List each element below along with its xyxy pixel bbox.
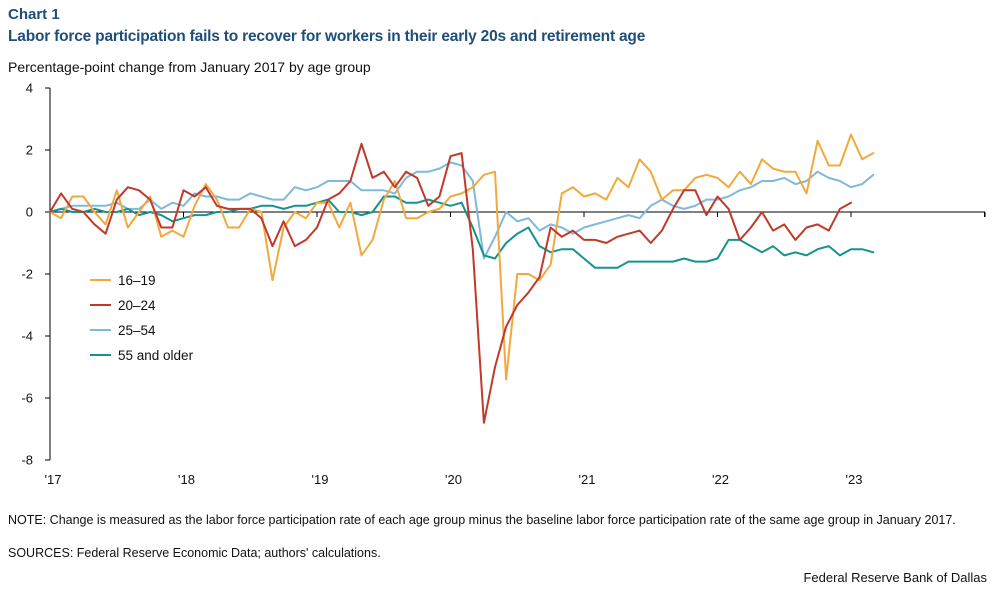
chart-subtitle: Percentage-point change from January 201… <box>8 59 371 75</box>
x-tick-label: '19 <box>312 472 329 487</box>
y-axis: 4 2 0 -2 -4 -6 -8 <box>21 81 51 468</box>
chart-number-label: Chart 1 <box>8 6 60 23</box>
publisher-credit: Federal Reserve Bank of Dallas <box>803 570 987 585</box>
series-layer <box>49 133 875 424</box>
legend-label: 20–24 <box>118 298 156 313</box>
x-tick-label: '23 <box>846 472 863 487</box>
chart-sources: SOURCES: Federal Reserve Economic Data; … <box>8 546 381 560</box>
series-line-16-19 <box>49 133 875 381</box>
y-tick-label: -6 <box>21 391 33 406</box>
legend-label: 16–19 <box>118 273 156 288</box>
y-tick-label: -4 <box>21 329 33 344</box>
x-tick-label: '21 <box>579 472 596 487</box>
chart-note: NOTE: Change is measured as the labor fo… <box>8 513 956 527</box>
x-tick-label: '22 <box>712 472 729 487</box>
x-tick-label: '18 <box>178 472 195 487</box>
x-axis: '17 '18 '19 '20 '21 '22 '23 <box>45 211 986 487</box>
y-tick-label: 4 <box>26 81 33 96</box>
legend: 16–19 20–24 25–54 55 and older <box>90 273 194 363</box>
y-tick-label: 2 <box>26 143 33 158</box>
series-line-20-24 <box>49 142 852 424</box>
y-tick-label: 0 <box>26 205 33 220</box>
chart-title: Labor force participation fails to recov… <box>8 28 646 45</box>
legend-label: 25–54 <box>118 323 156 338</box>
series-line-55-and-older <box>49 195 875 269</box>
series-line-25-54 <box>49 161 875 260</box>
y-tick-label: -2 <box>21 267 33 282</box>
x-tick-label: '17 <box>45 472 62 487</box>
x-tick-label: '20 <box>445 472 462 487</box>
y-tick-label: -8 <box>21 453 33 468</box>
legend-label: 55 and older <box>118 348 194 363</box>
